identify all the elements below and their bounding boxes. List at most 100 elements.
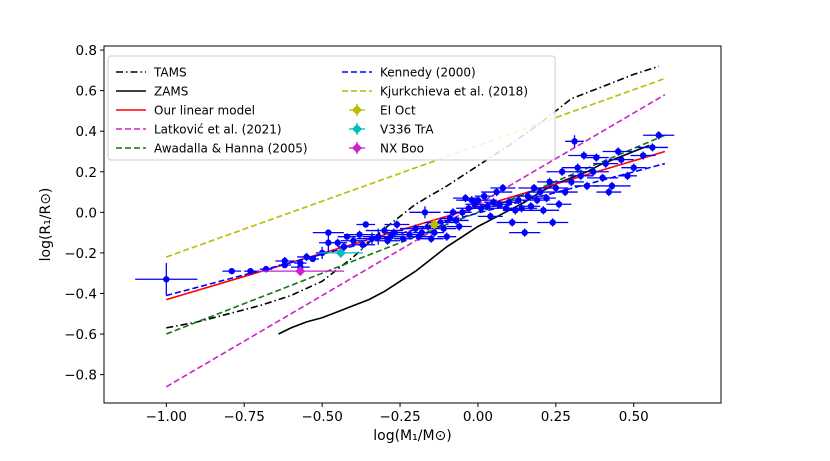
x-tick-label: 0.25 xyxy=(541,409,571,425)
sample-point-90 xyxy=(618,156,625,163)
legend: TAMS ZAMS Our linear model Latković et al. … xyxy=(107,55,556,161)
sample-point-82 xyxy=(583,182,591,190)
sample-point-18 xyxy=(359,241,366,248)
series-line-6 xyxy=(166,77,666,258)
sample-point-64 xyxy=(524,192,531,200)
sample-point-37 xyxy=(440,225,447,232)
x-tick-label: 0.00 xyxy=(463,409,493,425)
legend-swatch-9 xyxy=(352,143,362,153)
x-tick-label: 0.50 xyxy=(619,409,649,425)
y-axis-label: log(R₁/R⊙) xyxy=(38,188,54,262)
sample-point-86 xyxy=(602,160,609,167)
sample-point-25 xyxy=(390,229,398,236)
series-line-3 xyxy=(165,94,666,388)
sample-point-38 xyxy=(443,233,450,240)
sample-point-75 xyxy=(558,168,566,175)
sample-point-94 xyxy=(649,144,656,151)
sample-point-84 xyxy=(593,154,600,161)
x-tick-label: −0.75 xyxy=(224,409,265,425)
x-tick-label: −1.00 xyxy=(146,409,187,425)
y-tick-label: −0.8 xyxy=(64,368,97,384)
sample-point-43 xyxy=(459,209,466,216)
sample-point-42 xyxy=(456,223,463,230)
sample-point-54 xyxy=(493,188,500,196)
sample-point-69 xyxy=(540,207,547,214)
sample-point-85 xyxy=(599,174,606,182)
sample-point-78 xyxy=(571,138,578,145)
sample-point-16 xyxy=(350,237,357,244)
sample-point-92 xyxy=(630,164,637,171)
sample-point-70 xyxy=(543,194,550,202)
sample-point-72 xyxy=(549,219,556,226)
sample-point-59 xyxy=(509,219,516,226)
sample-point-48 xyxy=(474,196,482,204)
sample-point-34 xyxy=(427,235,435,242)
sample-point-68 xyxy=(537,188,544,196)
sample-point-76 xyxy=(561,188,569,196)
highlight-point-1 xyxy=(335,247,346,258)
legend-label-0: TAMS xyxy=(153,66,187,80)
sample-point-80 xyxy=(577,172,584,180)
sample-point-27 xyxy=(399,235,407,242)
sample-point-9 xyxy=(309,255,316,263)
legend-label-1: ZAMS xyxy=(154,85,188,99)
legend-label-5: Kennedy (2000) xyxy=(380,66,476,80)
x-tick-label: −0.25 xyxy=(379,409,420,425)
y-tick-label: −0.2 xyxy=(64,246,97,262)
sample-point-63 xyxy=(521,229,528,236)
sample-point-61 xyxy=(515,196,522,204)
sample-point-17 xyxy=(356,231,363,238)
legend-label-3: Latković et al. (2021) xyxy=(154,123,282,137)
sample-point-87 xyxy=(605,188,613,196)
y-tick-label: 0.6 xyxy=(76,84,97,100)
sample-point-88 xyxy=(608,182,616,190)
sample-point-79 xyxy=(574,164,581,171)
legend-label-6: Kjurkchieva et al. (2018) xyxy=(380,85,528,99)
legend-label-2: Our linear model xyxy=(154,104,255,118)
sample-point-91 xyxy=(624,172,631,180)
sample-point-41 xyxy=(452,217,460,224)
sample-point-56 xyxy=(499,184,507,192)
sample-point-45 xyxy=(465,205,472,212)
sample-point-1 xyxy=(228,267,235,275)
sample-point-26 xyxy=(393,221,401,228)
sample-point-2 xyxy=(247,267,254,275)
legend-swatch-7 xyxy=(352,105,362,115)
sample-point-77 xyxy=(568,178,575,186)
sample-point-31 xyxy=(418,229,426,236)
sample-point-5 xyxy=(281,261,288,269)
sample-point-66 xyxy=(530,184,538,192)
sample-point-35 xyxy=(431,229,438,236)
axes: −1.00 −0.75 −0.50 −0.25 0.00 0.25 0.50 −0.8 −0.6… xyxy=(64,43,722,425)
sample-point-50 xyxy=(480,192,488,200)
sample-point-71 xyxy=(546,178,553,186)
sample-point-32 xyxy=(421,209,429,216)
y-tick-label: 0.4 xyxy=(76,124,97,140)
sample-point-40 xyxy=(449,209,457,216)
sample-point-0 xyxy=(163,276,170,283)
sample-point-65 xyxy=(527,203,535,210)
legend-label-8: V336 TrA xyxy=(380,123,434,137)
sample-point-73 xyxy=(552,184,560,192)
legend-label-4: Awadalla & Hanna (2005) xyxy=(154,142,308,156)
sample-point-19 xyxy=(362,221,369,228)
sample-point-14 xyxy=(340,243,348,251)
sample-point-95 xyxy=(655,132,662,139)
y-tick-label: 0.0 xyxy=(76,205,97,221)
sample-point-74 xyxy=(555,201,563,208)
sample-point-52 xyxy=(487,213,494,220)
legend-box xyxy=(107,55,556,161)
series-line-0 xyxy=(166,65,659,329)
plot-frame xyxy=(103,45,722,404)
highlight-point-0 xyxy=(429,219,440,230)
sample-point-89 xyxy=(614,148,622,155)
y-tick-label: 0.8 xyxy=(76,43,97,59)
x-axis-label: log(M₁/M⊙) xyxy=(373,428,451,444)
y-tick-label: −0.6 xyxy=(64,327,97,343)
legend-label-9: NX Boo xyxy=(380,142,424,156)
highlight-point-2 xyxy=(295,266,306,277)
x-tick-label: −0.50 xyxy=(301,409,342,425)
sample-point-93 xyxy=(639,152,647,159)
legend-label-7: EI Oct xyxy=(380,104,416,118)
